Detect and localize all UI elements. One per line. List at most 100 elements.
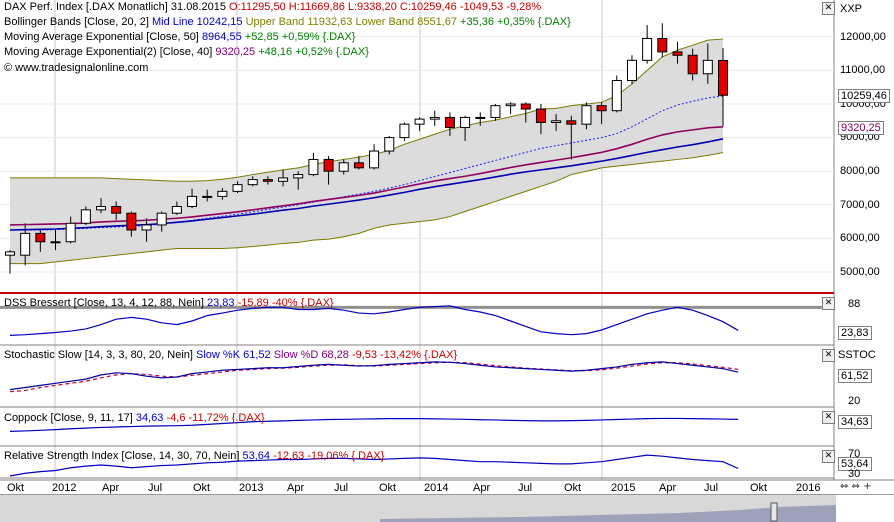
bollinger-lower-line (10, 152, 724, 265)
dss-change: -15,89 -40% {.DAX} (237, 297, 334, 309)
candle-body (399, 123, 410, 139)
y-tick: 11000,00 (840, 64, 886, 76)
main-title-close: C:10259,46 (399, 1, 457, 13)
x-tick: Jul (334, 482, 349, 494)
zoom-nav-buttons[interactable]: ⇔ ⇔ + (840, 481, 872, 492)
stoch-d: Slow %D 68,28 (273, 349, 349, 361)
bollinger-upper: Upper Band 11932,63 (245, 16, 353, 28)
stoch-change: -9,53 -13,42% {.DAX} (351, 349, 458, 361)
main-title-line: DAX Perf. Index [.DAX Monatlich] 31.08.2… (4, 1, 541, 14)
candle-body (5, 251, 15, 256)
y-tick: 8000,00 (840, 165, 880, 177)
stoch-scale-tag: SSTOC (838, 349, 876, 361)
candle-body (308, 158, 319, 176)
candle-body (278, 177, 289, 182)
ema40-value: 9320,25 (215, 46, 256, 58)
main-title-name: DAX Perf. Index [.DAX Monatlich] 31.08.2… (4, 1, 226, 13)
candle-body (611, 79, 622, 112)
overview-navigator[interactable] (0, 494, 894, 522)
ema50-change: +52,85 +0,59% {.DAX} (244, 31, 356, 43)
close-main-panel-icon[interactable]: ✕ (822, 2, 835, 15)
candle-body (520, 103, 531, 110)
close-price-tag: 10259,46 (838, 89, 890, 103)
close-rsi-panel-icon[interactable]: ✕ (822, 450, 835, 463)
coppock-name: Coppock [Close, 9, 11, 17] (4, 412, 133, 424)
candle-body (475, 116, 486, 119)
x-tick: Okt (193, 482, 211, 494)
coppock-value: 34,63 (135, 412, 164, 424)
x-tick: Apr (473, 482, 491, 494)
dss-value: 23,83 (207, 297, 235, 309)
rsi-legend[interactable]: Relative Strength Index [Close, 14, 30, … (4, 450, 384, 463)
x-tick: Jul (148, 482, 163, 494)
candle-body (672, 51, 683, 56)
candle-body (505, 103, 516, 107)
y-tick: 6000,00 (840, 232, 880, 244)
candle-body (232, 184, 243, 192)
bollinger-lower: Lower Band 8551,67 (355, 16, 457, 28)
candle-body (717, 59, 728, 96)
x-tick: Okt (7, 482, 25, 494)
copyright-text: © www.tradesignalonline.com (4, 62, 149, 74)
candle-body (581, 105, 592, 125)
stoch-legend[interactable]: Stochastic Slow [14, 3, 3, 80, 20, Nein]… (4, 349, 457, 362)
bollinger-name: Bollinger Bands [Close, 20, 2] (4, 16, 149, 28)
candle-body (642, 37, 653, 61)
candle-body (111, 205, 122, 214)
ema50-value: 8964,55 (201, 31, 242, 43)
x-tick: Okt (750, 482, 768, 494)
close-coppock-panel-icon[interactable]: ✕ (822, 411, 835, 424)
rsi-tick-30: 30 (848, 468, 861, 480)
candle-body (551, 120, 562, 123)
candle-body (202, 195, 213, 198)
overview-sparkline (380, 495, 894, 522)
candle-body (50, 241, 61, 244)
ema40-legend[interactable]: Moving Average Exponential(2) [Close, 40… (4, 46, 369, 59)
x-tick: Okt (379, 482, 397, 494)
main-title-ohlc: O:11295,50 H:11669,86 L:9338,20 (229, 1, 397, 13)
x-tick: Apr (659, 482, 677, 494)
bollinger-change: +35,36 +0,35% {.DAX} (460, 16, 571, 28)
rsi-change: -12,63 -19,06% {.DAX} (273, 450, 385, 462)
stoch-tick-20: 20 (848, 395, 861, 407)
main-title-change: -1049,53 -9,28% (459, 1, 542, 13)
stoch-k: Slow %K 61,52 (196, 349, 271, 361)
candle-body (535, 108, 546, 123)
candle-body (596, 105, 607, 112)
bollinger-upper-line (10, 38, 724, 182)
bollinger-mid: Mid Line 10242,15 (151, 16, 243, 28)
candle-body (323, 158, 334, 172)
coppock-value-tag: 34,63 (838, 415, 872, 429)
candle-body (626, 59, 637, 81)
x-tick: Apr (287, 482, 305, 494)
candle-body (80, 209, 91, 224)
dss-legend[interactable]: DSS Bressert [Close, 13, 4, 12, 88, Nein… (4, 297, 334, 310)
dss-line (9, 305, 739, 336)
stoch-name: Stochastic Slow [14, 3, 3, 80, 20, Nein] (4, 349, 193, 361)
close-dss-panel-icon[interactable]: ✕ (822, 297, 835, 310)
coppock-legend[interactable]: Coppock [Close, 9, 11, 17] 34,63 -4,6 -1… (4, 412, 265, 425)
candle-body (657, 37, 668, 53)
candle-body (429, 116, 440, 120)
rsi-line (9, 454, 739, 477)
x-tick: Jul (704, 482, 719, 494)
ema50-legend[interactable]: Moving Average Exponential [Close, 50] 8… (4, 31, 355, 44)
y-tick: 5000,00 (840, 266, 880, 278)
close-stoch-panel-icon[interactable]: ✕ (822, 349, 835, 362)
rsi-name: Relative Strength Index [Close, 14, 30, … (4, 450, 240, 462)
stoch-k-line (9, 361, 739, 391)
candle-body (460, 116, 471, 129)
navigator-handle[interactable] (770, 502, 778, 522)
candle-body (490, 105, 501, 118)
stoch-d-line (9, 361, 739, 393)
bollinger-legend[interactable]: Bollinger Bands [Close, 20, 2] Mid Line … (4, 16, 571, 29)
candle-body (444, 116, 455, 129)
candle-body (187, 195, 198, 207)
stoch-value-tag: 61,52 (838, 369, 872, 383)
candle-body (156, 212, 167, 226)
dss-tick-88: 88 (848, 298, 861, 310)
ema40-name: Moving Average Exponential(2) [Close, 40… (4, 46, 213, 58)
ema-price-tag: 9320,25 (838, 121, 884, 135)
candle-body (217, 190, 228, 197)
